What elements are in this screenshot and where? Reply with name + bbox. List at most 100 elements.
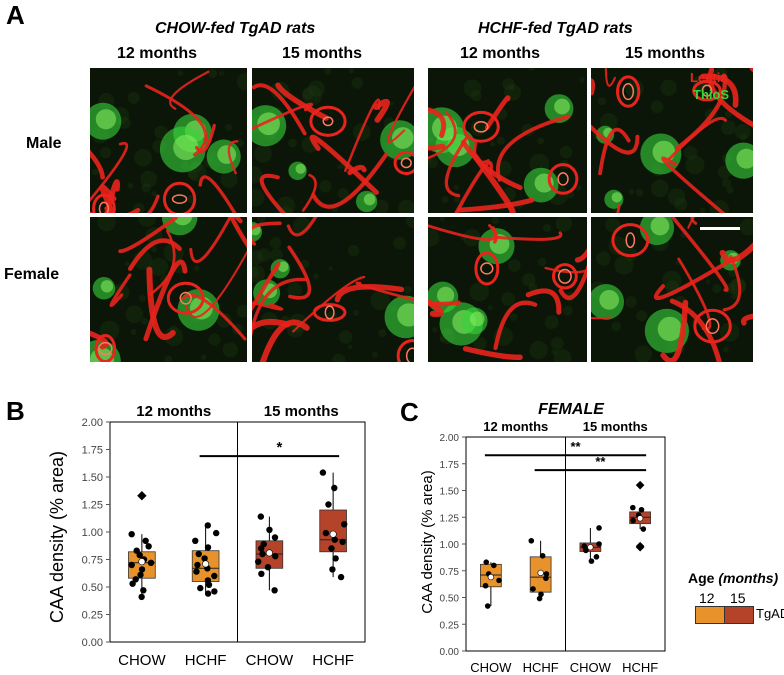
lectin-vessel	[616, 204, 621, 213]
lectin-vessel	[144, 84, 208, 157]
chart-b-outlier	[137, 491, 147, 501]
lectin-vessel	[667, 116, 727, 161]
chart-b-data-point	[128, 531, 135, 538]
background-haze	[428, 158, 432, 164]
chart-b-category-label: CHOW	[246, 652, 294, 669]
chart-b-data-point	[332, 555, 339, 562]
group-title-chow: CHOW-fed TgAD rats	[155, 20, 316, 37]
background-haze	[138, 217, 156, 227]
background-haze	[118, 116, 131, 129]
background-haze	[712, 284, 722, 293]
lectin-vessel-ring	[396, 339, 414, 362]
chart-c-data-point	[482, 582, 489, 589]
lectin-vessel-ring	[547, 163, 579, 195]
background-haze	[141, 317, 149, 325]
chart-b-mean	[202, 560, 210, 568]
chart-c-data-point	[596, 525, 602, 531]
background-haze	[543, 224, 552, 233]
lectin-vessel	[252, 83, 307, 136]
background-haze	[721, 178, 732, 188]
chart-c-ytick-label: 0.25	[440, 620, 460, 631]
lectin-vessel-ring-inner	[473, 121, 489, 133]
micrograph-female-chow-12	[90, 217, 247, 362]
background-haze	[130, 328, 137, 335]
thios-deposit-core	[611, 192, 623, 203]
lectin-vessel-ring	[692, 79, 722, 102]
background-haze	[579, 77, 585, 83]
chart-b-section-label: 12 months	[136, 403, 211, 420]
background-haze	[472, 336, 487, 351]
lectin-vessel	[457, 197, 535, 213]
column-label-hchf-15: 15 months	[625, 45, 706, 62]
thios-deposit-core	[95, 109, 117, 130]
chart-c-data-point	[596, 541, 602, 547]
micrograph-female-hchf-12	[428, 217, 587, 362]
micrograph-male-chow-15	[252, 68, 414, 213]
thios-deposit-core	[217, 145, 237, 164]
chart-b-mean	[329, 530, 337, 538]
background-haze	[370, 290, 391, 311]
lectin-vessel	[492, 231, 563, 241]
chart-b-ytick-label: 1.00	[82, 527, 103, 539]
stain-label-thios: ThioS	[693, 87, 730, 102]
chart-c-data-point	[484, 603, 491, 609]
chart-b-data-point	[328, 545, 335, 552]
background-haze	[374, 199, 389, 213]
lectin-vessel	[146, 266, 176, 340]
chart-b-data-point	[259, 550, 266, 558]
lectin-vessel	[252, 102, 313, 131]
legend-group-label: TgAD	[756, 606, 784, 621]
background-haze	[683, 145, 698, 160]
chart-b-data-point	[132, 576, 139, 583]
background-haze	[628, 188, 635, 195]
thios-deposit-core	[437, 286, 455, 304]
lectin-vessel-ring-inner	[705, 318, 720, 335]
background-haze	[562, 305, 573, 316]
lectin-vessel-ring-inner	[324, 305, 335, 320]
background-haze	[187, 169, 198, 180]
chart-b-data-point	[147, 559, 155, 566]
background-haze	[220, 170, 238, 188]
panel-c-letter: C	[400, 397, 419, 427]
legend-title-unit: (months)	[718, 570, 779, 586]
lectin-vessel	[653, 256, 736, 301]
lectin-vessel-ring-inner	[625, 232, 636, 249]
chart-b-data-point	[329, 566, 336, 573]
lectin-vessel-ring-inner	[98, 201, 110, 213]
lectin-vessel	[252, 221, 282, 246]
lectin-vessel-ring	[162, 181, 197, 213]
lectin-vessel	[722, 255, 742, 312]
background-haze	[269, 248, 283, 262]
legend-title-main: Age	[688, 570, 715, 586]
background-haze	[124, 261, 130, 267]
chart-b-data-point	[142, 537, 149, 544]
thios-deposit-core	[173, 217, 193, 226]
chart-b-data-point	[128, 561, 135, 569]
chart-c-category-label: CHOW	[570, 660, 612, 675]
chart-b-data-point	[264, 564, 272, 571]
background-haze	[164, 327, 184, 346]
background-haze	[491, 217, 500, 224]
background-haze	[149, 257, 169, 277]
background-haze	[125, 305, 144, 323]
background-haze	[236, 72, 247, 91]
lectin-vessel	[104, 179, 120, 213]
chart-b-data-point	[266, 526, 273, 533]
background-haze	[614, 255, 634, 275]
background-haze	[551, 349, 558, 356]
lectin-vessel-ring	[462, 110, 500, 143]
lectin-vessel	[169, 70, 210, 110]
background-haze	[555, 217, 573, 232]
chart-c-ytick-label: 1.25	[440, 513, 460, 524]
lectin-vessel	[292, 275, 366, 333]
chart-b-category-label: HCHF	[185, 652, 227, 669]
lectin-vessel-ring	[474, 251, 500, 286]
background-haze	[710, 200, 729, 213]
chart-b-ytick-label: 1.25	[82, 500, 103, 512]
chart-c-data-point	[588, 558, 595, 564]
background-haze	[141, 183, 151, 193]
thios-deposit-core	[295, 163, 306, 174]
lectin-vessel	[90, 330, 109, 350]
lectin-vessel-ring	[309, 105, 347, 137]
chart-c-mean	[637, 515, 644, 522]
